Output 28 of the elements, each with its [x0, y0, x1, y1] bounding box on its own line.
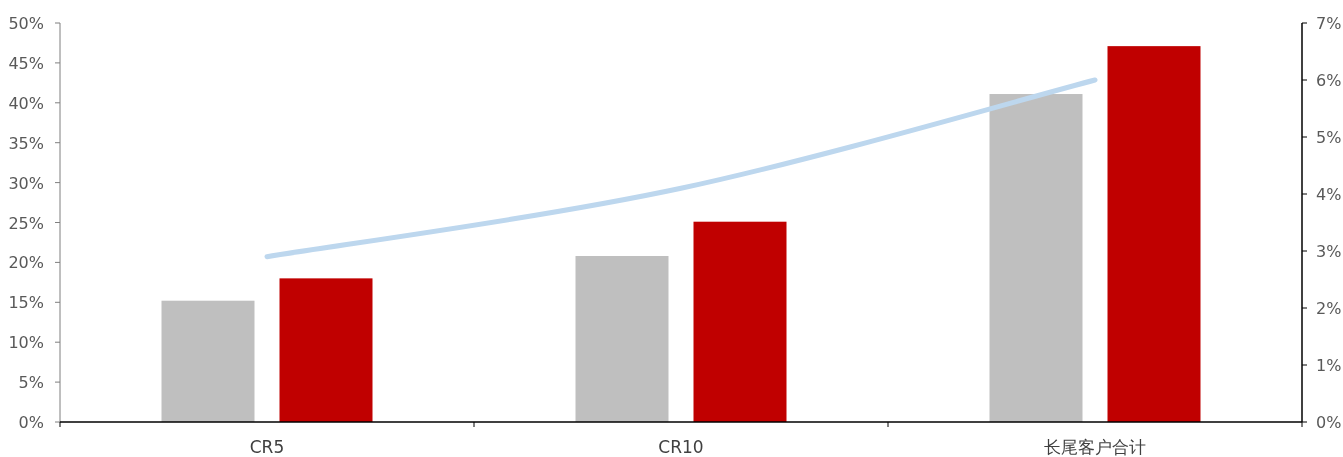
- y-tick-label: 10%: [8, 333, 44, 353]
- y2-tick-label: 2%: [1316, 299, 1342, 318]
- x-tick-label: CR10: [658, 437, 704, 457]
- y-tick-label: 35%: [8, 133, 44, 153]
- y-tick-label: 40%: [8, 93, 44, 113]
- y2-tick-label: 5%: [1316, 128, 1342, 147]
- x-tick-label: CR5: [249, 437, 285, 457]
- y-tick-label: 30%: [8, 173, 44, 193]
- y2-tick-label: 7%: [1316, 14, 1342, 33]
- bar: [989, 94, 1083, 422]
- y-tick-label: 5%: [18, 373, 44, 393]
- bar: [1107, 46, 1201, 422]
- y2-tick-label: 0%: [1316, 413, 1342, 432]
- bar: [575, 256, 669, 422]
- y-tick-label: 0%: [18, 413, 44, 432]
- y2-tick-label: 6%: [1316, 71, 1342, 90]
- y-tick-label: 20%: [8, 253, 44, 273]
- bar: [161, 300, 255, 422]
- bar: [693, 221, 787, 422]
- y-tick-label: 45%: [8, 53, 44, 73]
- y-tick-label: 50%: [8, 14, 44, 33]
- y-tick-label: 25%: [8, 213, 44, 233]
- y-tick-label: 15%: [8, 293, 44, 313]
- x-tick-label: 长尾客户合计: [1044, 437, 1146, 457]
- y2-tick-label: 1%: [1316, 356, 1342, 375]
- y2-tick-label: 3%: [1316, 242, 1342, 261]
- bar: [279, 278, 373, 422]
- y2-tick-label: 4%: [1316, 185, 1342, 204]
